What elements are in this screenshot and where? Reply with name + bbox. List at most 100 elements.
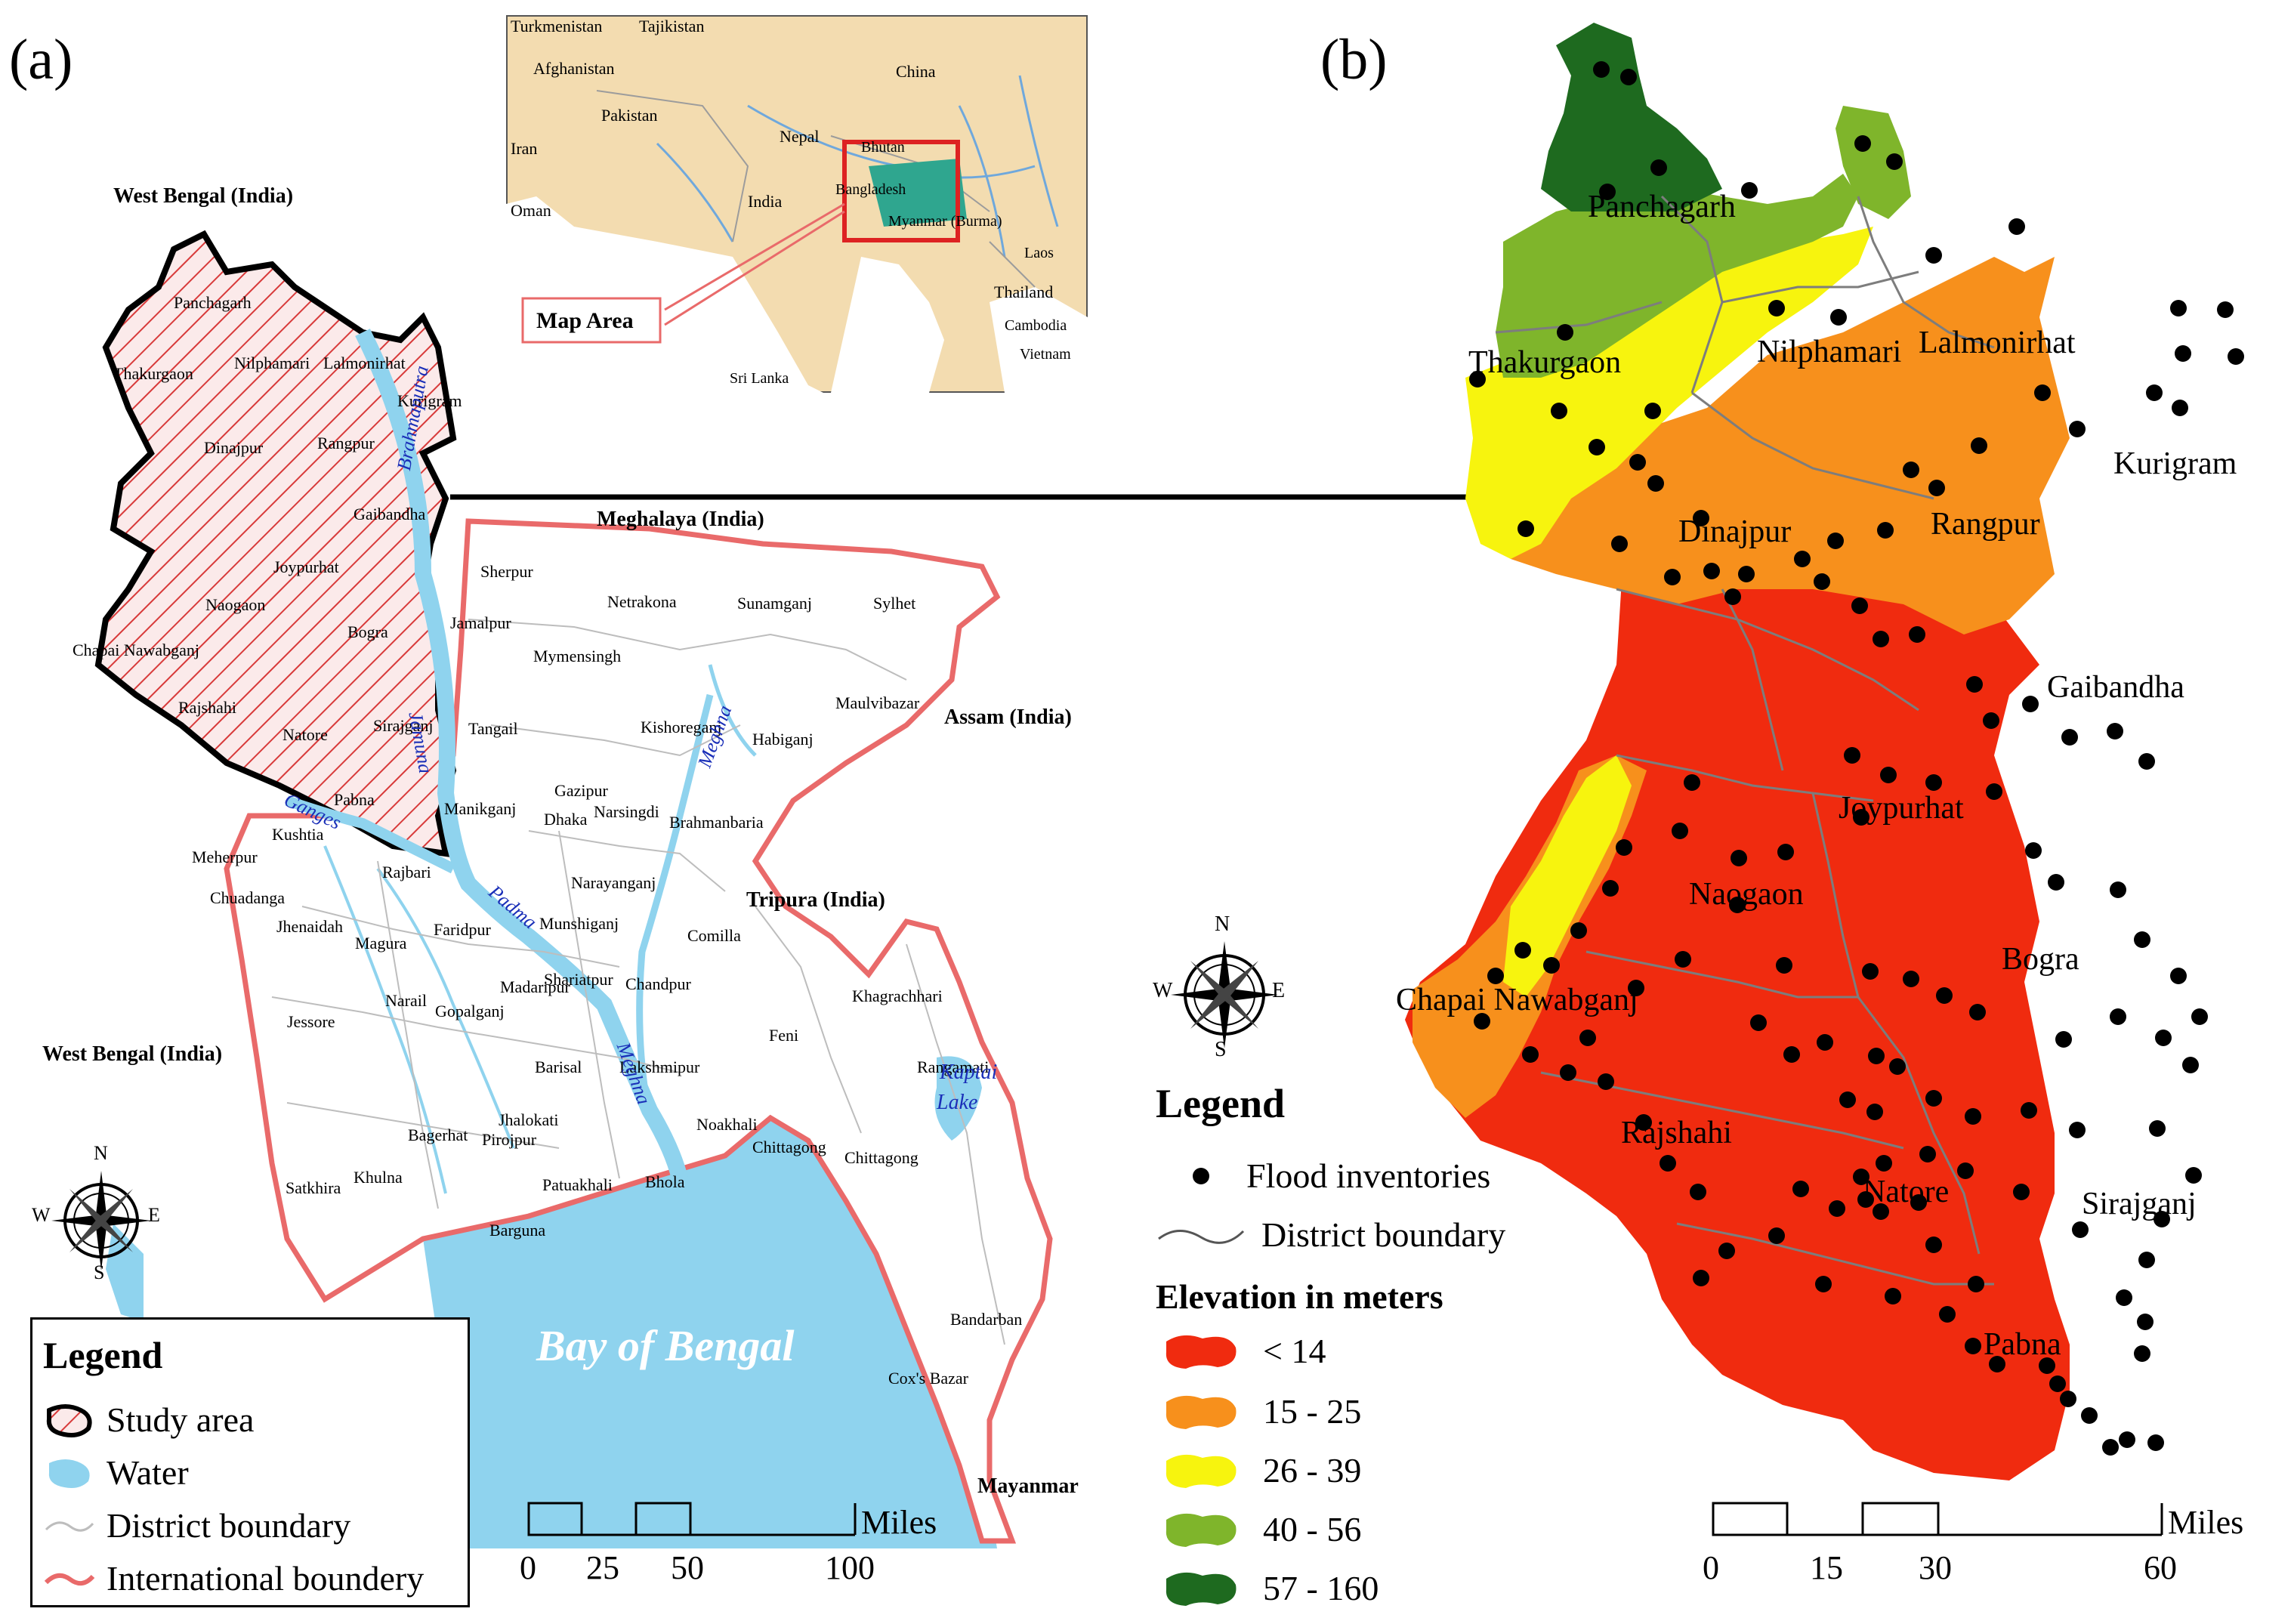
flood-inventory-point — [2116, 1289, 2132, 1306]
elevation-swatch-icon — [1166, 1335, 1237, 1369]
river-ganges-padma — [285, 795, 456, 874]
inset-label-tajikistan: Tajikistan — [639, 17, 705, 36]
inset-label-afghanistan: Afghanistan — [533, 59, 615, 78]
district-a-netrakona: Netrakona — [607, 592, 677, 611]
scale-a-unit: Miles — [861, 1504, 937, 1541]
flood-inventory-point — [2217, 301, 2234, 318]
flood-inventory-point — [1936, 987, 1953, 1004]
flood-inventory-point — [1570, 922, 1587, 939]
district-a-rajshahi: Rajshahi — [178, 698, 236, 717]
flood-inventory-point — [1551, 403, 1567, 419]
elevation-swatch-icon — [1166, 1513, 1237, 1547]
legend-a-study-area-label: Study area — [107, 1400, 255, 1439]
flood-inventory-point — [2170, 300, 2187, 316]
district-b-panchagarh: Panchagarh — [1588, 190, 1736, 224]
flood-inventory-point — [1783, 1046, 1800, 1063]
inset-label-turkmenistan: Turkmenistan — [511, 17, 603, 36]
compass-a-n: N — [94, 1142, 108, 1164]
compass-rose-icon-a — [51, 1171, 151, 1270]
district-a-kishoreganj: Kishoreganj — [641, 718, 722, 736]
flood-inventory-point — [1854, 135, 1871, 152]
panel-a-label: (a) — [9, 28, 73, 91]
district-b-gaibandha: Gaibandha — [2047, 670, 2184, 705]
flood-inventory-point — [2149, 1120, 2166, 1137]
district-b-natore: Natore — [1863, 1175, 1950, 1209]
flood-inventory-point — [1611, 536, 1628, 552]
flood-inventory-point — [1731, 850, 1747, 866]
district-b-rajshahi: Rajshahi — [1621, 1116, 1732, 1150]
flood-inventory-point — [1989, 1356, 2005, 1372]
flood-inventory-point — [1969, 1004, 1986, 1020]
flood-inventory-point — [1644, 403, 1661, 419]
elevation-map-b — [1405, 23, 2070, 1480]
legend-b-flood-inventories: Flood inventories — [1186, 1156, 1490, 1196]
elevation-57-160-region — [1541, 23, 1722, 211]
district-a-manikganj: Manikganj — [444, 799, 517, 818]
inset-label-laos: Laos — [1024, 245, 1054, 261]
legend-b-elevation-class: 26 - 39 — [1160, 1449, 1361, 1491]
flood-inventory-point — [1830, 309, 1847, 326]
river-minor-1 — [323, 845, 447, 1194]
flood-inventory-point — [2147, 1434, 2164, 1451]
compass-b-n: N — [1215, 912, 1230, 936]
flood-inventory-point — [1880, 767, 1897, 783]
district-a-maulvibazar: Maulvibazar — [835, 693, 920, 712]
district-a-gaibandha: Gaibandha — [354, 505, 426, 523]
flood-inventory-point — [2182, 1057, 2199, 1073]
flood-inventory-point — [1650, 159, 1667, 176]
flood-inventory-point — [2170, 968, 2187, 984]
river-minor-2 — [376, 867, 515, 1149]
legend-b-elevation-class-label: 15 - 25 — [1263, 1391, 1362, 1431]
district-a-sunamganj: Sunamganj — [737, 594, 812, 613]
district-a-barguna: Barguna — [489, 1221, 546, 1240]
district-a-shariatpur: Shariatpur — [544, 970, 613, 989]
flood-inventory-point — [1817, 1034, 1833, 1051]
flood-inventory-point — [1776, 957, 1792, 974]
district-boundaries-a — [271, 619, 1005, 1345]
district-a-gazipur: Gazipur — [554, 781, 608, 800]
flood-inventory-point — [1839, 1091, 1856, 1108]
legend-a-water-label: Water — [107, 1453, 189, 1492]
district-a-naogaon: Naogaon — [205, 595, 266, 614]
legend-b-elevation-class: 15 - 25 — [1160, 1390, 1361, 1432]
district-a-jamalpur: Jamalpur — [450, 613, 511, 632]
flood-inventory-point — [1868, 1048, 1885, 1064]
flood-inventory-point — [1693, 1270, 1709, 1286]
inset-label-sri-lanka: Sri Lanka — [730, 370, 789, 387]
label-meghalaya: Meghalaya (India) — [597, 508, 764, 531]
compass-a-w: W — [32, 1204, 51, 1226]
legend-a-study-area: Study area — [43, 1400, 254, 1440]
district-a-nilphamari: Nilphamari — [234, 354, 310, 372]
label-west-bengal-left: West Bengal (India) — [42, 1042, 223, 1066]
district-a-habiganj: Habiganj — [752, 730, 814, 749]
inset-label-bangladesh: Bangladesh — [835, 181, 906, 198]
flood-inventory-point — [1903, 971, 1919, 987]
flood-inventory-point — [1873, 631, 1889, 647]
flood-inventory-point — [1768, 1227, 1785, 1244]
legend-a-international-boundary-label: International boundery — [107, 1559, 425, 1598]
district-b-pabna: Pabna — [1984, 1327, 2061, 1362]
flood-inventory-point — [1664, 569, 1681, 585]
legend-a-district-boundary-label: District boundary — [107, 1506, 351, 1545]
flood-inventory-point — [2049, 1375, 2066, 1392]
flood-inventory-point — [2110, 881, 2126, 898]
flood-inventory-point — [1814, 573, 1830, 590]
river-meghna — [636, 693, 714, 1119]
legend-a-water: Water — [43, 1453, 189, 1493]
district-a-jessore: Jessore — [287, 1012, 335, 1031]
district-a-jhalokati: Jhalokati — [499, 1110, 559, 1129]
scale-b-tick-60: 60 — [2144, 1549, 2177, 1586]
flood-inventory-point — [1750, 1014, 1767, 1031]
flood-inventory-point — [1469, 371, 1486, 387]
scale-bar-b — [1712, 1502, 2163, 1536]
legend-b-elevation-class-label: < 14 — [1263, 1331, 1326, 1370]
sea-label-bay-of-bengal: Bay of Bengal — [536, 1321, 795, 1370]
flood-inventory-point — [1738, 566, 1755, 582]
scale-a-tick-0: 0 — [520, 1549, 536, 1586]
flood-inventory-point — [2022, 696, 2039, 712]
district-a-jhenaidah: Jhenaidah — [276, 917, 343, 936]
flood-inventory-point — [1629, 454, 1646, 471]
district-a-khagrachhari: Khagrachhari — [852, 986, 943, 1005]
panel-b-label: (b) — [1320, 28, 1388, 91]
district-b-thakurgaon: Thakurgaon — [1468, 345, 1622, 380]
